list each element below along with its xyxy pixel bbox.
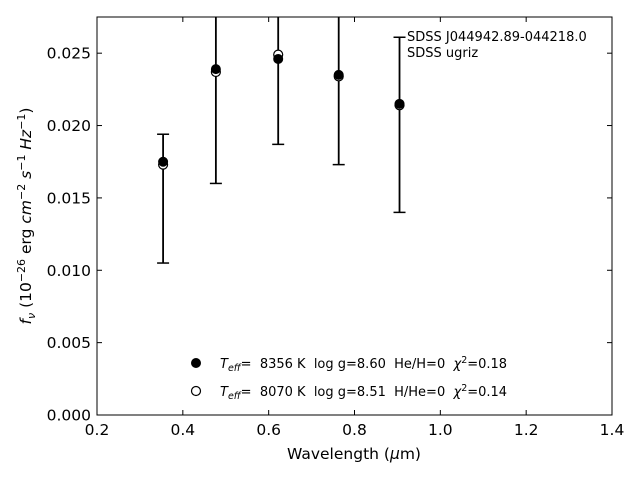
legend-marker-open [190, 385, 202, 397]
legend-entry-model-2: Teff= 8070 K log g=8.51 H/He=0 χ2=0.14 [190, 383, 507, 402]
annotation-line-2: SDSS ugriz [407, 46, 478, 61]
y-tick-label: 0.025 [47, 45, 91, 63]
point-filled [394, 98, 405, 109]
x-tick-label: 1.4 [600, 421, 625, 439]
legend-label-1: Teff= 8356 K log g=8.60 He/H=0 χ2=0.18 [220, 355, 507, 374]
legend: Teff= 8356 K log g=8.60 He/H=0 χ2=0.18 T… [190, 355, 507, 402]
y-tick-label: 0.005 [47, 334, 91, 352]
x-tick-label: 1.2 [514, 421, 539, 439]
y-tick-label: 0.000 [47, 407, 91, 425]
point-filled [210, 64, 221, 75]
y-tick-label: 0.020 [47, 117, 91, 135]
plot-background [97, 17, 612, 415]
tick-labels: 0.2 0.4 0.6 0.8 1.0 1.2 1.4 0.000 0.005 0.010 0.01… [47, 45, 625, 439]
legend-entry-model-1: Teff= 8356 K log g=8.60 He/H=0 χ2=0.18 [191, 355, 507, 374]
x-tick-label: 0.6 [256, 421, 281, 439]
y-tick-label: 0.010 [47, 262, 91, 280]
point-filled [333, 69, 344, 80]
point-filled [273, 53, 284, 64]
x-axis-label: Wavelength (μm) [287, 445, 421, 463]
legend-label-2: Teff= 8070 K log g=8.51 H/He=0 χ2=0.14 [220, 383, 507, 402]
x-tick-label: 0.4 [171, 421, 196, 439]
x-tick-label: 0.2 [85, 421, 110, 439]
x-tick-label: 1.0 [428, 421, 453, 439]
data-points [157, 49, 405, 170]
annotation: SDSS J044942.89-044218.0 SDSS ugriz [407, 30, 587, 61]
legend-marker-filled [191, 358, 201, 368]
plot-frame [96, 16, 613, 416]
x-tick-label: 0.8 [342, 421, 367, 439]
y-axis-label: fν (10−26 erg cm−2 s−1 Hz−1) [15, 108, 38, 325]
error-bars [157, 17, 406, 264]
annotation-line-1: SDSS J044942.89-044218.0 [407, 30, 587, 45]
y-tick-label: 0.015 [47, 189, 91, 207]
point-filled [158, 156, 169, 167]
